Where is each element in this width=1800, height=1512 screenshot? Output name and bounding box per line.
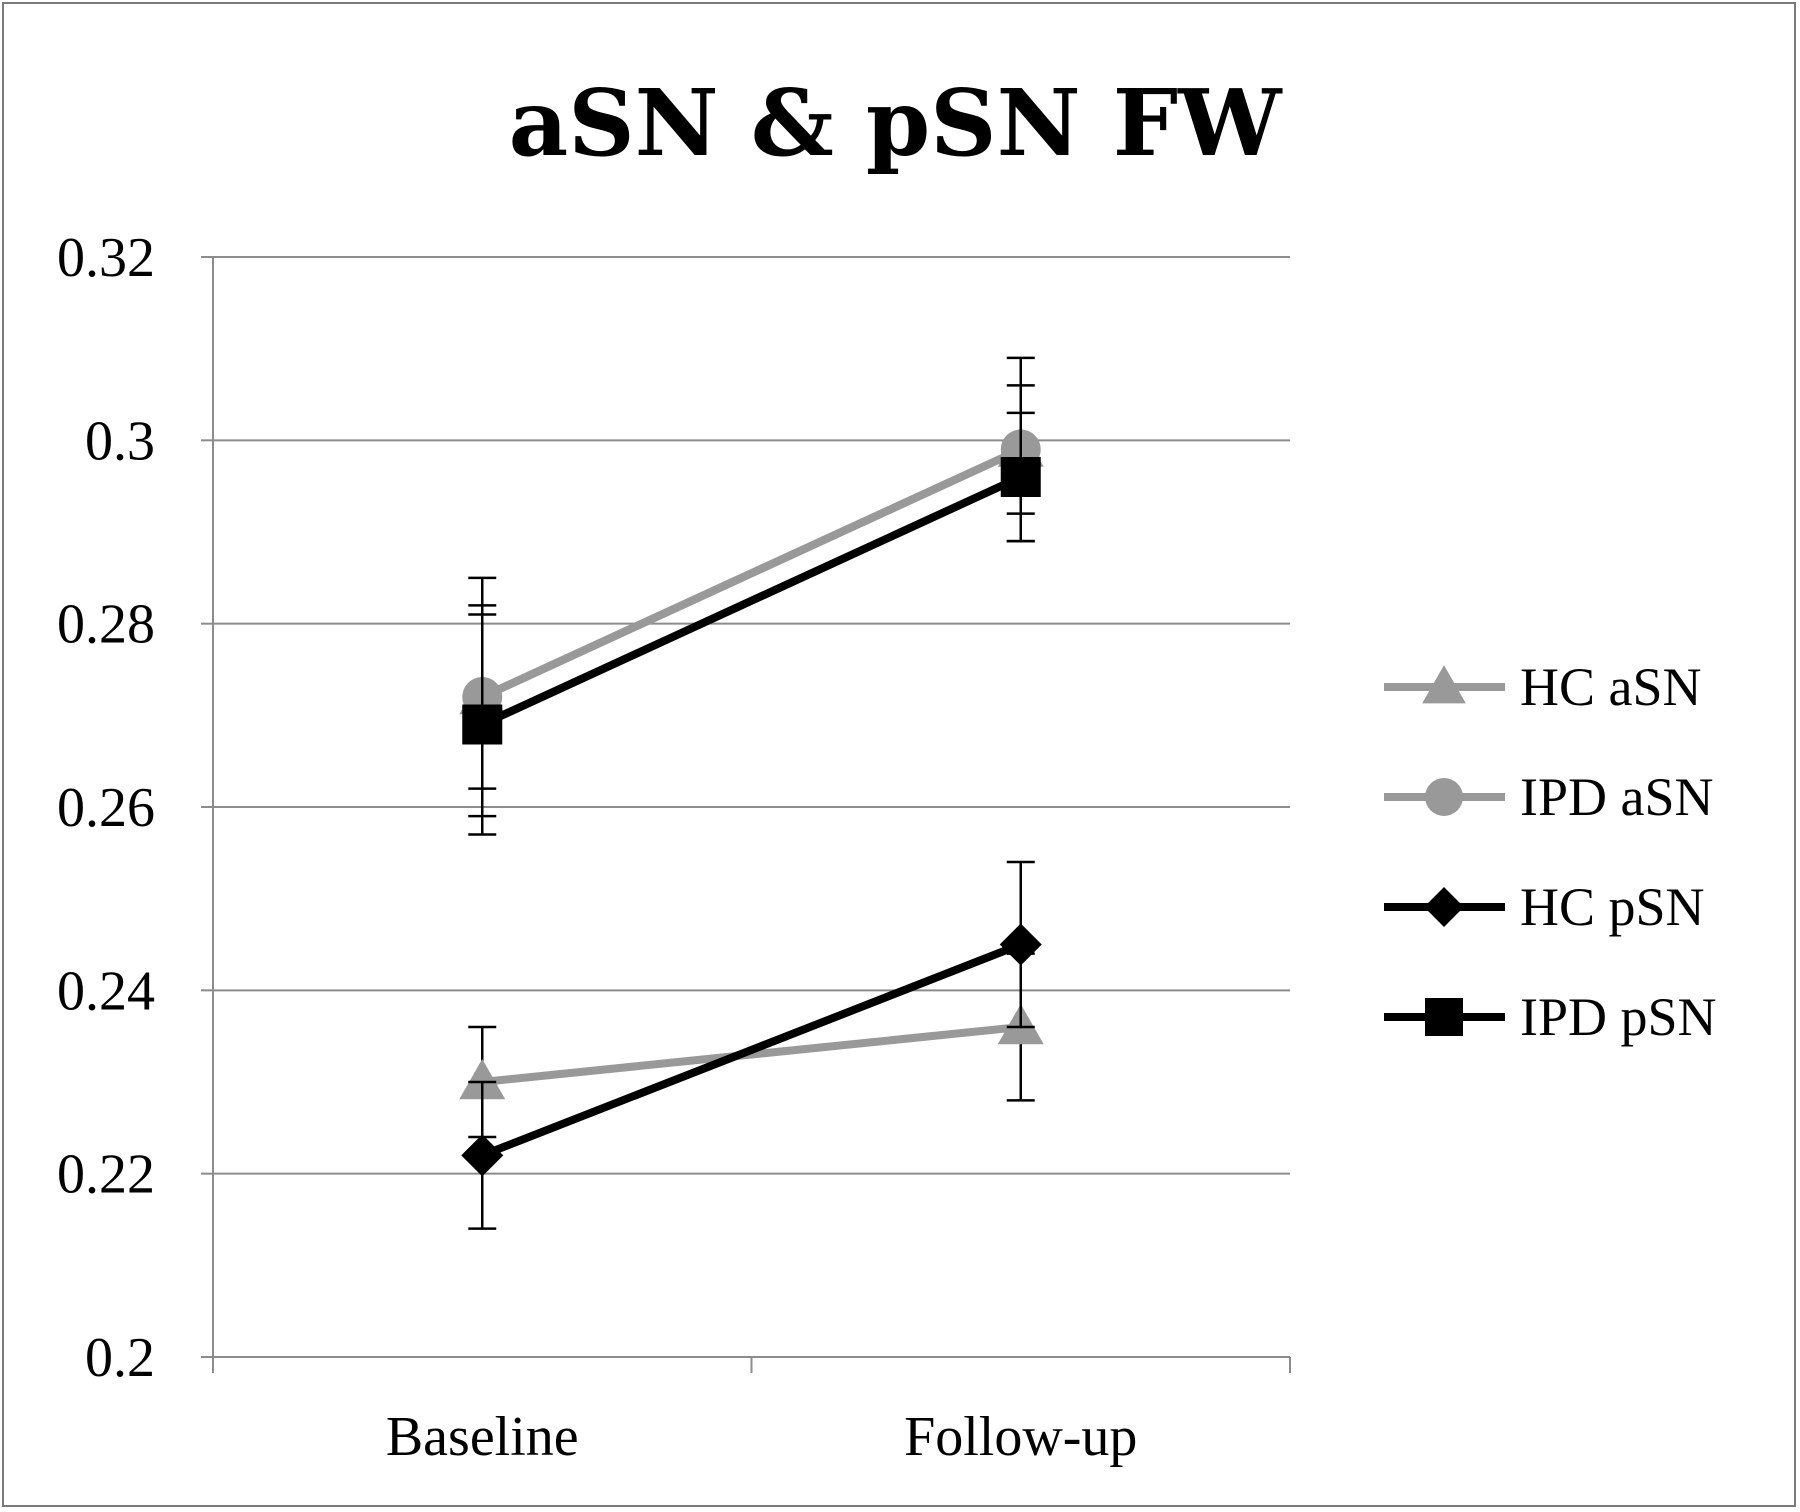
series-hc-asn-lower — [459, 952, 1044, 1139]
legend-label: HC aSN — [1520, 657, 1702, 717]
legend: HC aSN IPD aSN HC pSN IPD pSN — [1384, 657, 1717, 1047]
series-line — [480, 473, 1023, 729]
series-ipd-asn — [462, 356, 1041, 818]
x-tick-label: Follow-up — [904, 1406, 1137, 1468]
legend-label: IPD pSN — [1520, 987, 1717, 1047]
y-tick-label: 0.3 — [85, 410, 155, 472]
y-tick-label: 0.22 — [57, 1144, 155, 1206]
legend-marker — [1425, 778, 1463, 816]
legend-label: HC pSN — [1520, 877, 1705, 937]
legend-marker — [1422, 665, 1466, 704]
series-group — [459, 356, 1044, 1230]
y-tick-label: 0.26 — [57, 777, 155, 839]
axes — [212, 257, 1291, 1373]
legend-marker — [1424, 887, 1464, 927]
legend-item: HC pSN — [1384, 877, 1705, 937]
legend-item: IPD aSN — [1384, 767, 1714, 827]
y-tick-label: 0.28 — [57, 594, 155, 656]
legend-item: IPD pSN — [1384, 987, 1717, 1047]
y-tick-label: 0.32 — [57, 227, 155, 289]
data-point — [462, 704, 503, 745]
series-hc-psn — [461, 860, 1042, 1230]
series-hc-asn-upper — [459, 384, 1044, 790]
data-point — [999, 923, 1042, 966]
legend-item: HC aSN — [1384, 657, 1702, 717]
data-point — [461, 1134, 504, 1177]
data-point — [459, 1059, 506, 1100]
x-tick-labels: Baseline Follow-up — [386, 1406, 1138, 1468]
series-ipd-psn — [462, 411, 1041, 836]
x-tick-label: Baseline — [386, 1406, 579, 1468]
series-line — [480, 940, 1023, 1160]
y-tick-label: 0.2 — [85, 1327, 155, 1389]
y-tick-labels: 0.2 0.22 0.24 0.26 0.28 0.3 0.32 — [57, 227, 155, 1389]
gridlines — [201, 256, 1290, 1358]
y-tick-label: 0.24 — [57, 960, 155, 1022]
chart-title: aSN & pSN FW — [509, 69, 1283, 177]
legend-marker — [1425, 998, 1463, 1036]
data-point — [1000, 457, 1041, 497]
series-line — [480, 445, 1023, 701]
legend-label: IPD aSN — [1520, 767, 1714, 827]
series-line — [481, 1023, 1022, 1086]
